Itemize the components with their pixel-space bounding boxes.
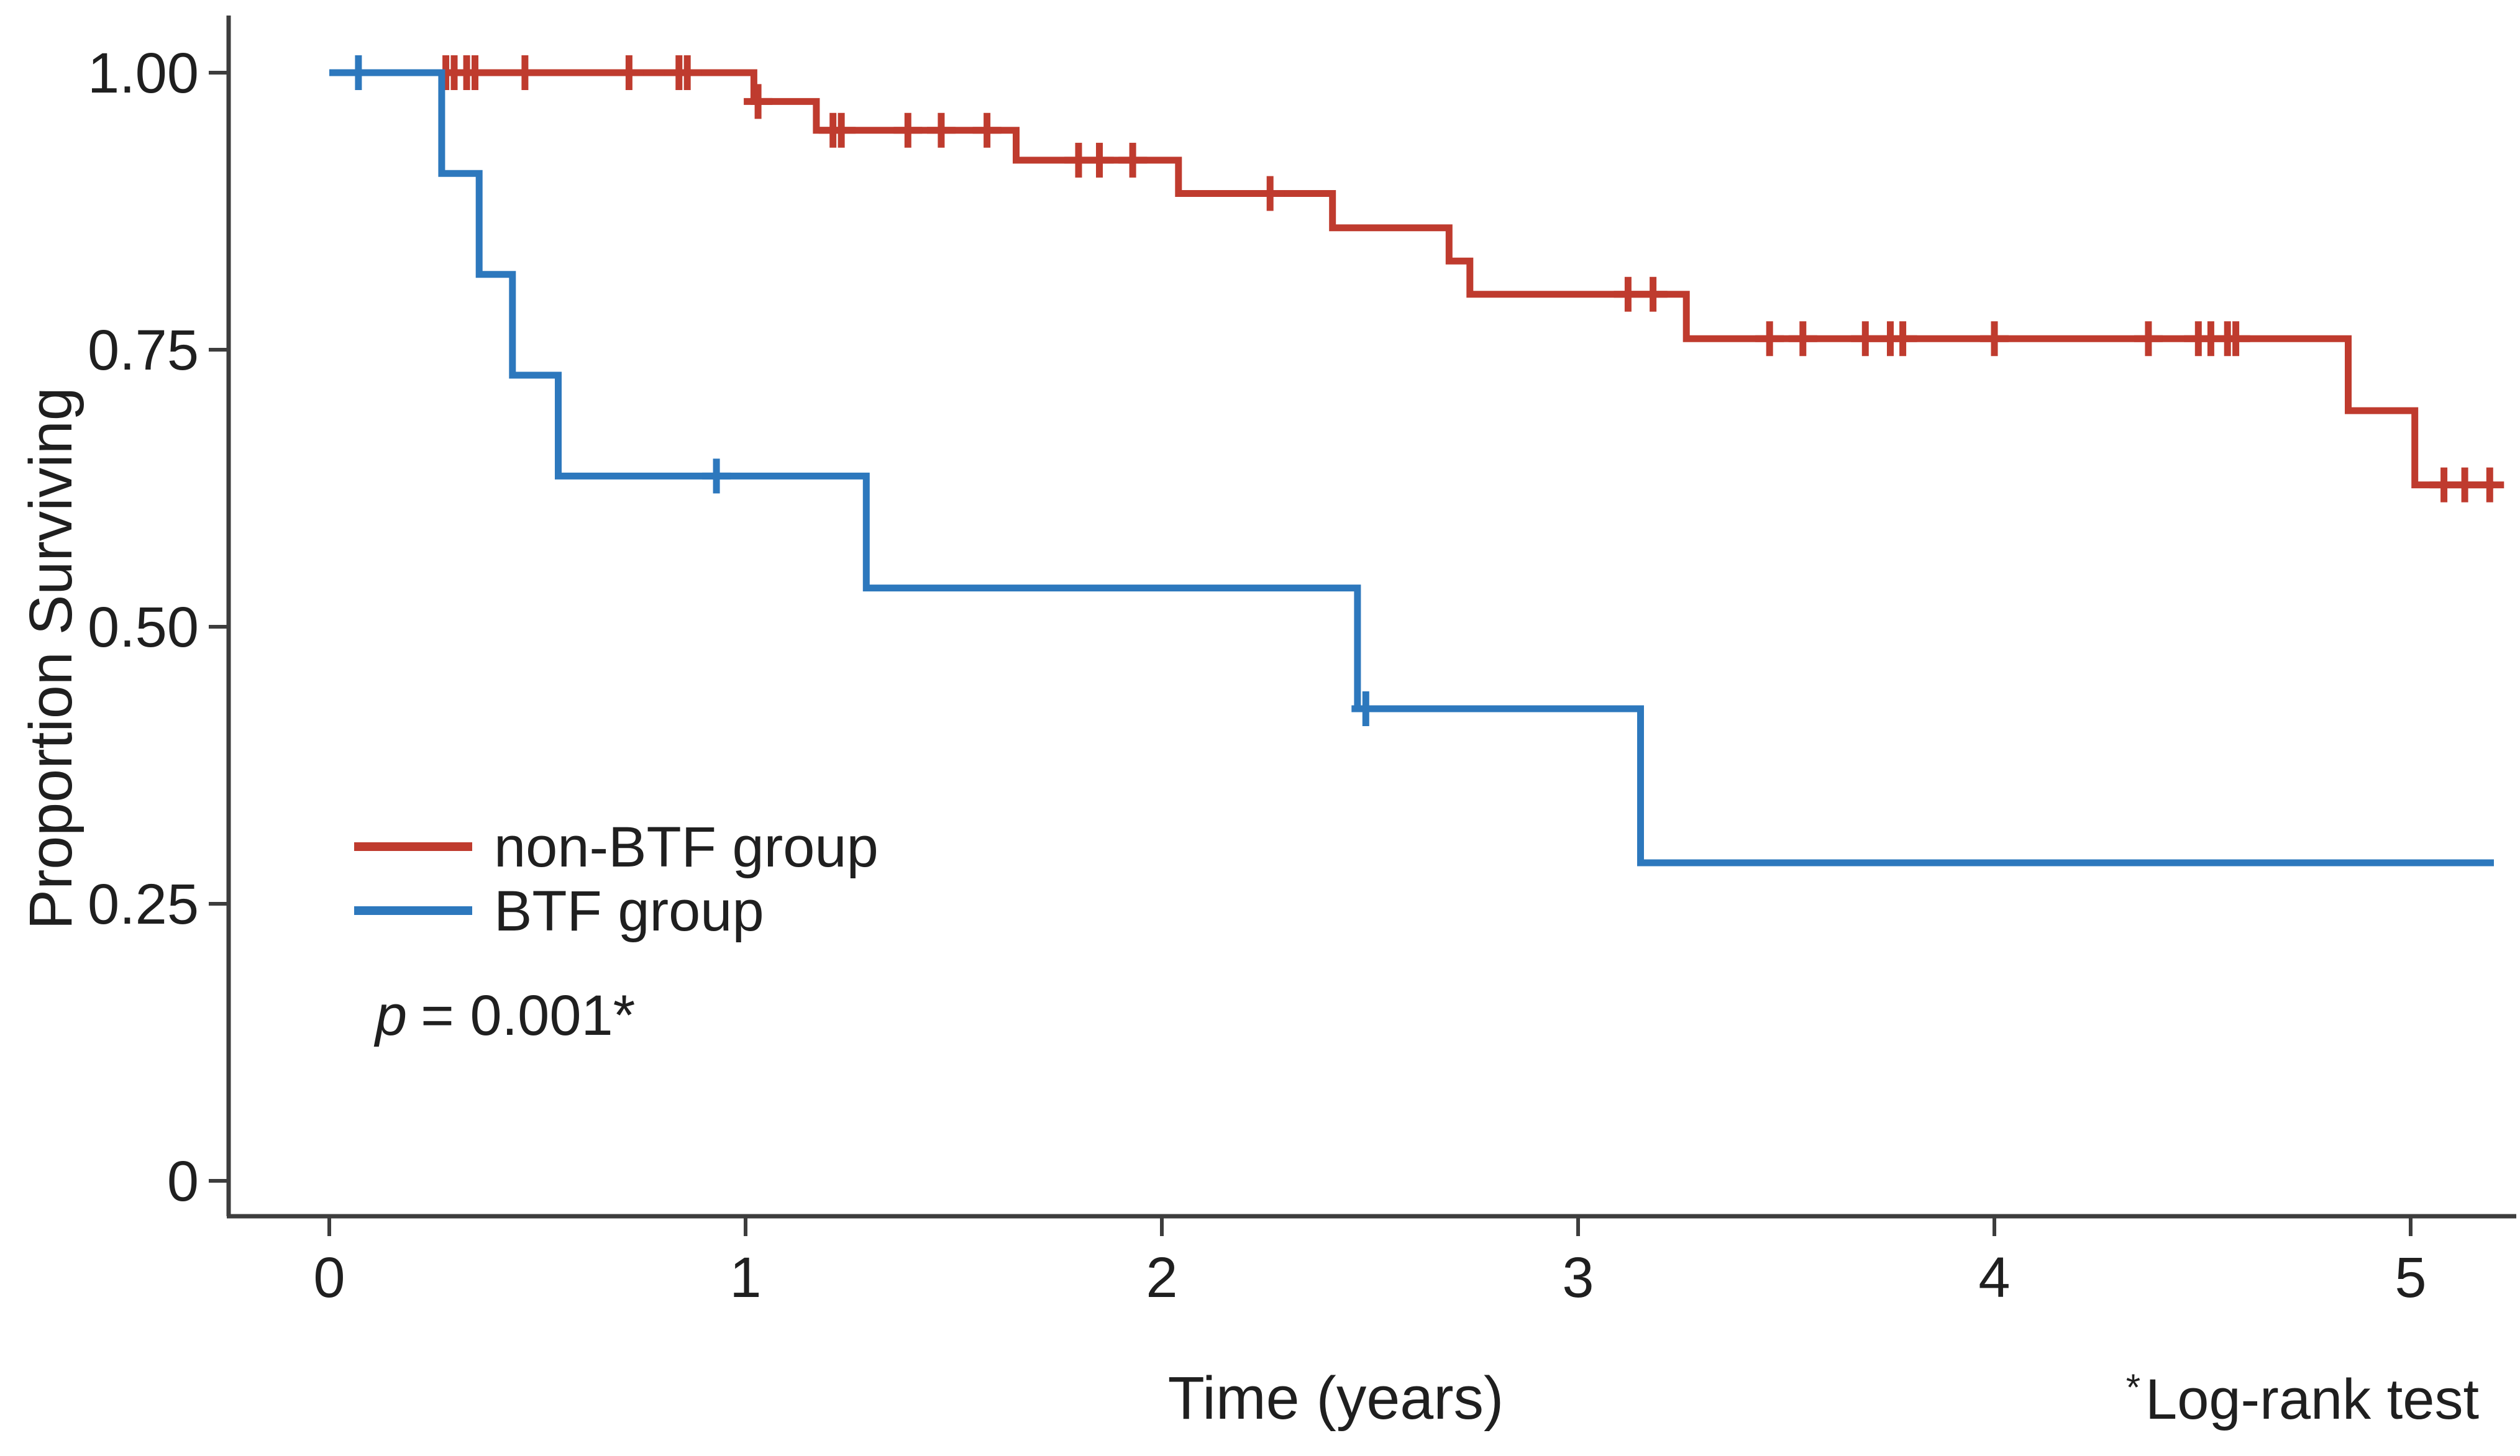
legend-label-btf: BTF group (494, 880, 764, 943)
survival-curve-non-btf (329, 69, 2494, 489)
y-tick-label-1.00: 1.00 (88, 42, 199, 105)
censor-marks-non-btf (431, 55, 2504, 503)
survival-curve-btf (329, 69, 2494, 867)
footnote-text: Log-rank test (2145, 1368, 2479, 1431)
x-tick-label-0: 0 (313, 1246, 345, 1309)
km-curves (329, 55, 2504, 867)
legend-label-non-btf: non-BTF group (494, 816, 879, 879)
y-tick-label-0.25: 0.25 (88, 873, 199, 936)
x-tick-label-5: 5 (2394, 1246, 2426, 1309)
x-tick-label-4: 4 (1978, 1246, 2010, 1309)
x-axis-title: Time (years) (1168, 1364, 1504, 1432)
y-tick-label-0.50: 0.50 (88, 596, 199, 659)
p-value-symbol: p (373, 984, 407, 1047)
censor-marks-btf (344, 55, 1381, 726)
y-tick-label-0.75: 0.75 (88, 319, 199, 382)
footnote-asterisk: * (2126, 1367, 2140, 1408)
legend: non-BTF group BTF group (354, 816, 879, 943)
y-tick-label-0: 0 (167, 1150, 199, 1213)
x-tick-label-3: 3 (1562, 1246, 1594, 1309)
x-tick-label-1: 1 (729, 1246, 761, 1309)
p-value-text: = 0.001* (421, 984, 635, 1047)
axis-tick-marks (209, 71, 2413, 1236)
footnote: *Log-rank test (2126, 1367, 2479, 1431)
y-axis-title: Proportion Surviving (17, 387, 84, 929)
x-tick-label-2: 2 (1146, 1246, 1177, 1309)
p-value-annotation: p = 0.001* (373, 984, 636, 1047)
